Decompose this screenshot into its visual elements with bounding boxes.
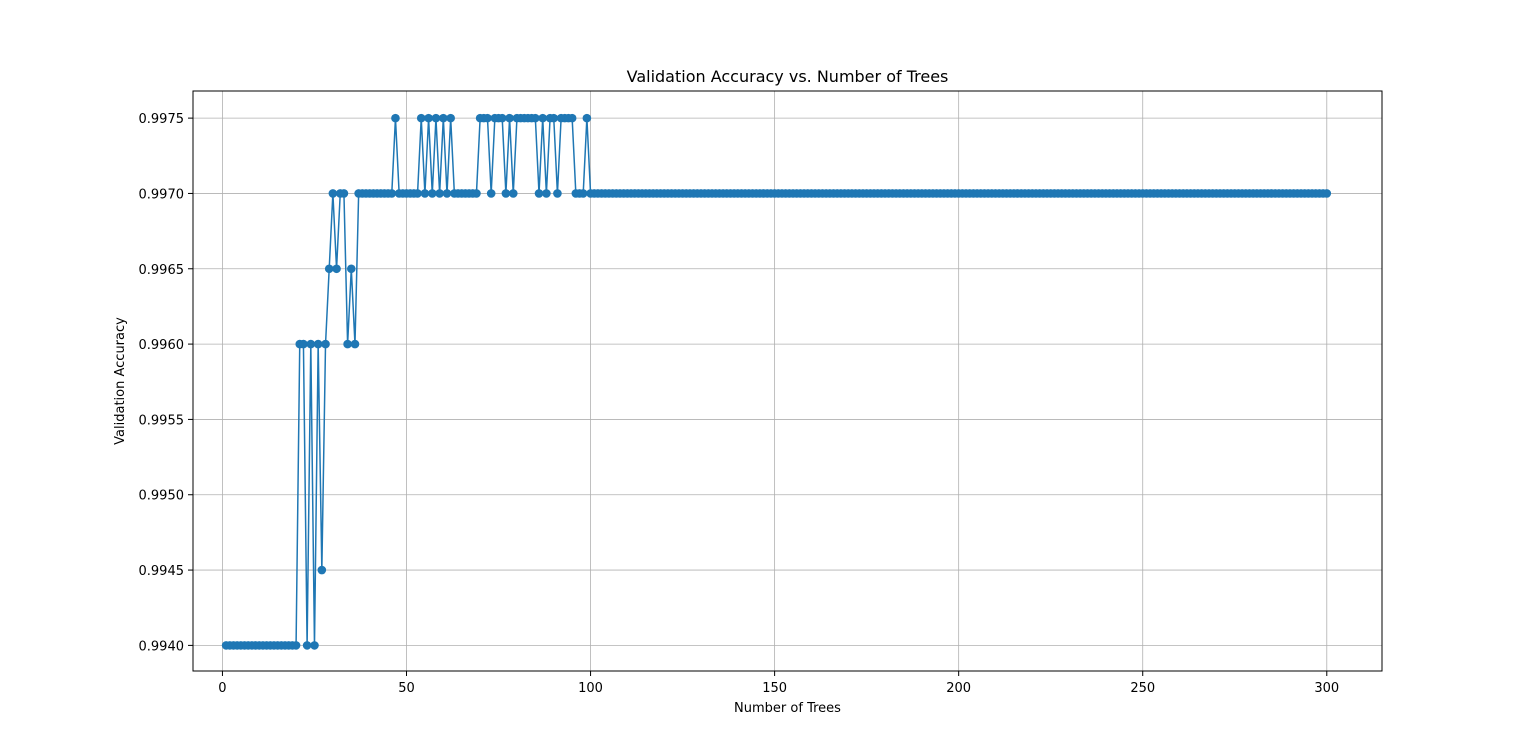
data-point [442,189,452,198]
y-tick-label: 0.9975 [139,112,185,127]
data-point [549,113,559,123]
x-tick-label: 200 [946,681,971,696]
data-point [306,339,316,349]
data-point [505,113,514,123]
data-point [567,113,577,123]
x-tick-label: 150 [762,681,787,696]
data-point [542,189,551,198]
data-point [339,189,349,198]
x-tick-label: 300 [1314,681,1339,696]
data-point [302,641,312,650]
data-point [427,189,437,198]
data-point [343,339,352,349]
y-tick-label: 0.9965 [139,263,185,278]
data-point [291,641,301,650]
data-point [313,339,323,349]
plot-area-frame [192,90,1383,672]
chart-title: Validation Accuracy vs. Number of Trees [627,67,949,86]
data-point [424,113,433,123]
y-tick-label: 0.9960 [139,338,185,353]
data-point [413,189,422,198]
data-point [508,189,518,198]
data-point [346,264,356,274]
data-point [391,113,400,123]
data-point [582,113,592,123]
data-point [439,113,448,123]
data-point [324,264,334,274]
data-point [431,113,441,123]
y-tick-label: 0.9950 [139,489,185,504]
data-point [538,113,548,123]
x-tick-label: 250 [1130,681,1155,696]
data-point [446,113,455,123]
x-tick-label: 0 [218,681,226,696]
y-tick-label: 0.9945 [139,564,185,579]
data-point [486,189,496,198]
y-axis-label: Validation Accuracy [113,317,128,445]
axis-ticks: 0 50 100 150 200 250 300 0.9940 0.9945 0.9950 0.99… [139,112,1340,696]
x-tick-label: 50 [398,681,415,696]
data-point [531,113,540,123]
data-point [332,264,341,274]
y-tick-label: 0.9955 [139,413,185,428]
data-point [497,113,507,123]
data-point [317,565,327,575]
data-point [387,189,397,198]
data-point [1322,189,1332,198]
data-point [553,189,562,198]
x-axis-label: Number of Trees [734,701,841,716]
series-layer [221,113,1332,650]
x-tick-label: 100 [578,681,603,696]
y-tick-label: 0.9940 [139,639,185,654]
data-point [350,339,360,349]
data-point [472,189,481,198]
data-point [310,641,319,650]
data-point [420,189,430,198]
data-point [435,189,444,198]
data-point [416,113,426,123]
data-point [483,113,492,123]
data-point [328,189,338,198]
data-point [321,339,330,349]
data-point [534,189,544,198]
y-tick-label: 0.9970 [139,187,185,202]
data-point [501,189,511,198]
data-point [578,189,588,198]
data-point [299,339,308,349]
